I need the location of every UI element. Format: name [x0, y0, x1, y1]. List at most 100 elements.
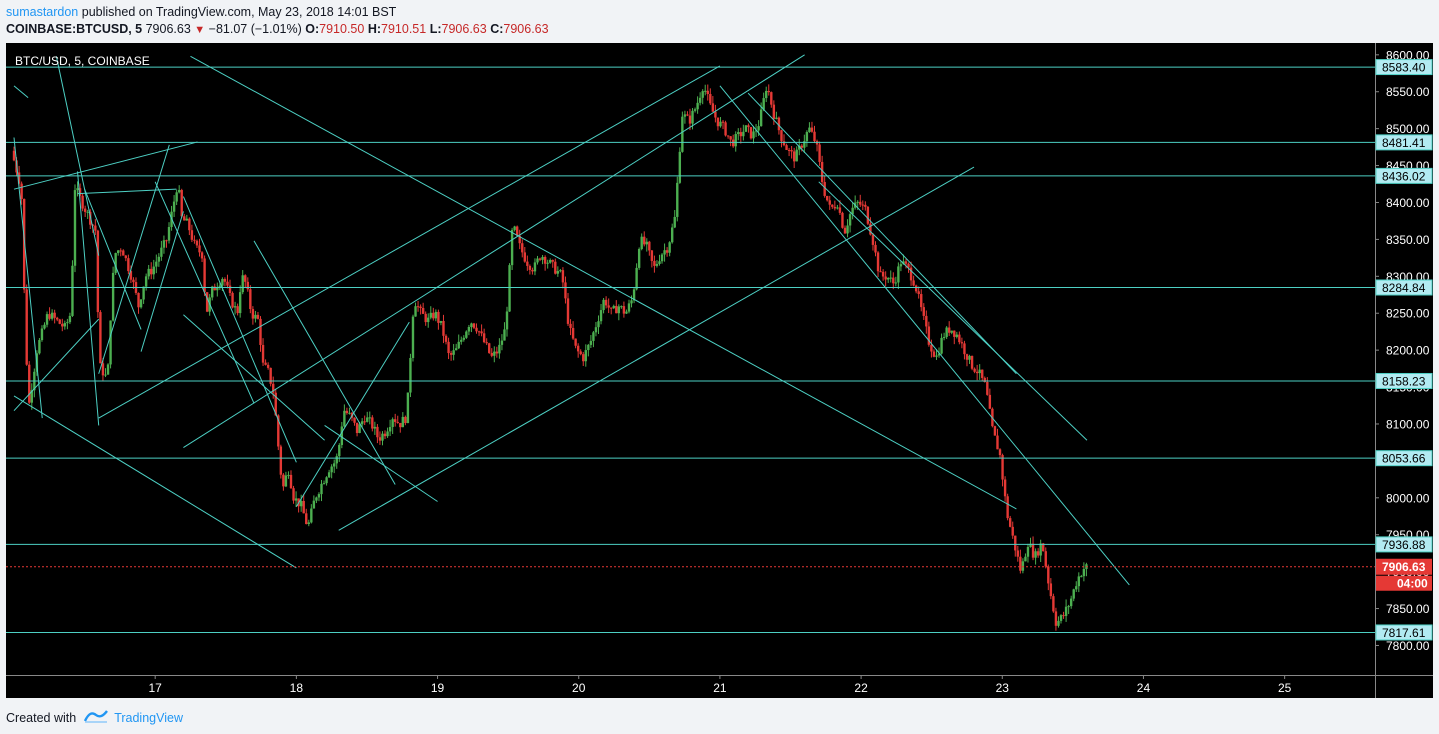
candle-body [376, 426, 379, 438]
candle-body [620, 306, 623, 308]
candle-body [155, 261, 158, 267]
candle-body [480, 331, 483, 334]
candle-body [391, 419, 394, 428]
candle-body [396, 421, 399, 423]
candle-body [851, 207, 854, 215]
candle-body [348, 412, 351, 414]
candle-body [711, 103, 715, 112]
candle-body [686, 114, 689, 116]
candle-body [256, 314, 260, 319]
candle-body [231, 292, 234, 308]
candle-body [86, 211, 89, 213]
x-tick-label: 19 [431, 681, 445, 695]
time-axis-panel [6, 675, 1433, 698]
tradingview-link[interactable]: TradingView [114, 710, 183, 725]
candle-body [279, 446, 283, 475]
candle-body [20, 183, 23, 199]
candle-body [897, 266, 900, 283]
plot-area [6, 43, 1375, 675]
candle-body [1039, 543, 1042, 556]
created-with-label: Created with [6, 710, 77, 725]
candle-body [704, 90, 707, 92]
candle-body [765, 90, 768, 99]
candle-body [993, 426, 997, 436]
author-link[interactable]: sumastardon [6, 5, 79, 19]
trend-line [183, 54, 805, 449]
candle-body [981, 369, 984, 378]
level-price-tag: 8053.66 [1375, 450, 1433, 467]
price-change: −81.07 (−1.01%) [208, 22, 302, 36]
y-tick-label: 8550.00 [1386, 85, 1430, 99]
candle-body [124, 255, 128, 259]
candle-body [528, 265, 532, 270]
candle-body [1042, 543, 1045, 552]
chart-title: BTC/USD, 5, COINBASE [15, 54, 150, 68]
candle-body [114, 253, 117, 273]
candle-body [523, 252, 526, 262]
candle-body [742, 131, 745, 137]
candle-body [437, 311, 440, 323]
candle-body [625, 311, 628, 314]
candle-body [421, 307, 425, 314]
candle-body [28, 364, 31, 403]
candle-body [150, 268, 153, 275]
candle-body [381, 433, 384, 441]
candle-body [1026, 546, 1030, 557]
candle-body [249, 289, 252, 310]
tradingview-logo-icon[interactable] [84, 709, 109, 726]
candle-body [612, 305, 615, 309]
candle-body [104, 374, 107, 376]
candle-body [17, 172, 21, 184]
candle-body [38, 340, 41, 354]
candle-body [363, 421, 366, 423]
y-tick-label: 8600.00 [1386, 48, 1430, 62]
candle-body [1016, 550, 1020, 557]
candle-body [1034, 551, 1037, 558]
candle-body [574, 338, 577, 346]
candle-body [950, 330, 953, 333]
candle-body [775, 117, 778, 119]
candle-body [277, 415, 280, 447]
candle-body [241, 275, 244, 293]
candle-body [836, 207, 839, 209]
candle-body [172, 201, 176, 212]
candle-body [566, 298, 570, 324]
candle-body [78, 188, 82, 196]
candle-body [1003, 479, 1007, 497]
candle-body [729, 136, 732, 140]
candle-body [419, 306, 422, 308]
candle-body [465, 331, 468, 338]
candle-body [1047, 566, 1050, 584]
candle-body [467, 326, 471, 332]
candle-body [887, 277, 890, 280]
candle-body [953, 330, 956, 337]
trend-line [55, 56, 100, 256]
trend-line [13, 85, 29, 99]
candle-body [1001, 455, 1004, 480]
candle-body [759, 109, 763, 127]
plot-layer [6, 54, 1375, 633]
candle-body [968, 355, 971, 360]
candle-body [48, 314, 51, 319]
candle-body [658, 261, 661, 264]
candle-body [43, 324, 46, 329]
candle-body [698, 97, 702, 103]
low-value: 7906.63 [441, 22, 487, 36]
candle-body [226, 281, 229, 286]
price-chart[interactable]: BTC/USD, 5, COINBASE 8600.00 8550.00 8500.0… [6, 43, 1433, 698]
open-value: 7910.50 [319, 22, 365, 36]
candle-body [203, 258, 206, 293]
countdown-label: 04:00 [1397, 577, 1428, 591]
y-tick-label: 7800.00 [1386, 639, 1430, 653]
level-price-tag: 8583.40 [1375, 59, 1433, 76]
candle-body [1036, 551, 1040, 556]
candle-body [922, 307, 925, 316]
level-price-label: 7817.61 [1382, 626, 1426, 640]
candle-body [129, 271, 133, 280]
candle-body [1067, 606, 1070, 608]
candle-body [221, 279, 224, 286]
close-label: C: [490, 22, 504, 36]
candle-body [1069, 598, 1073, 607]
candle-body [355, 422, 359, 433]
trend-line [13, 137, 43, 419]
